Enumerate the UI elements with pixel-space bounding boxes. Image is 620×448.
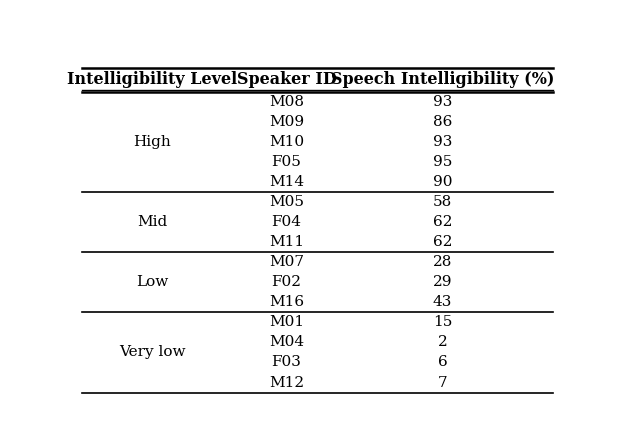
Text: High: High xyxy=(133,135,171,150)
Text: M09: M09 xyxy=(269,116,304,129)
Text: 93: 93 xyxy=(433,135,453,150)
Text: 62: 62 xyxy=(433,215,453,229)
Text: 15: 15 xyxy=(433,315,453,329)
Text: Speech Intelligibility (%): Speech Intelligibility (%) xyxy=(331,72,554,88)
Text: F05: F05 xyxy=(272,155,301,169)
Text: 28: 28 xyxy=(433,255,453,269)
Text: F03: F03 xyxy=(272,356,301,370)
Text: M07: M07 xyxy=(269,255,304,269)
Text: M11: M11 xyxy=(269,236,304,250)
Text: M12: M12 xyxy=(269,375,304,389)
Text: M14: M14 xyxy=(269,176,304,190)
Text: 95: 95 xyxy=(433,155,453,169)
Text: M08: M08 xyxy=(269,95,304,109)
Text: M04: M04 xyxy=(269,336,304,349)
Text: 43: 43 xyxy=(433,296,453,310)
Text: 58: 58 xyxy=(433,195,453,209)
Text: 7: 7 xyxy=(438,375,448,389)
Text: M10: M10 xyxy=(269,135,304,150)
Text: M16: M16 xyxy=(269,296,304,310)
Text: F04: F04 xyxy=(272,215,301,229)
Text: 2: 2 xyxy=(438,336,448,349)
Text: Mid: Mid xyxy=(137,215,167,229)
Text: Very low: Very low xyxy=(118,345,185,359)
Text: 29: 29 xyxy=(433,276,453,289)
Text: 86: 86 xyxy=(433,116,453,129)
Text: 90: 90 xyxy=(433,176,453,190)
Text: M01: M01 xyxy=(269,315,304,329)
Text: 6: 6 xyxy=(438,356,448,370)
Text: 93: 93 xyxy=(433,95,453,109)
Text: Speaker ID: Speaker ID xyxy=(237,72,337,88)
Text: Low: Low xyxy=(136,276,168,289)
Text: 62: 62 xyxy=(433,236,453,250)
Text: F02: F02 xyxy=(272,276,301,289)
Text: M05: M05 xyxy=(269,195,304,209)
Text: Intelligibility Level: Intelligibility Level xyxy=(67,72,237,88)
